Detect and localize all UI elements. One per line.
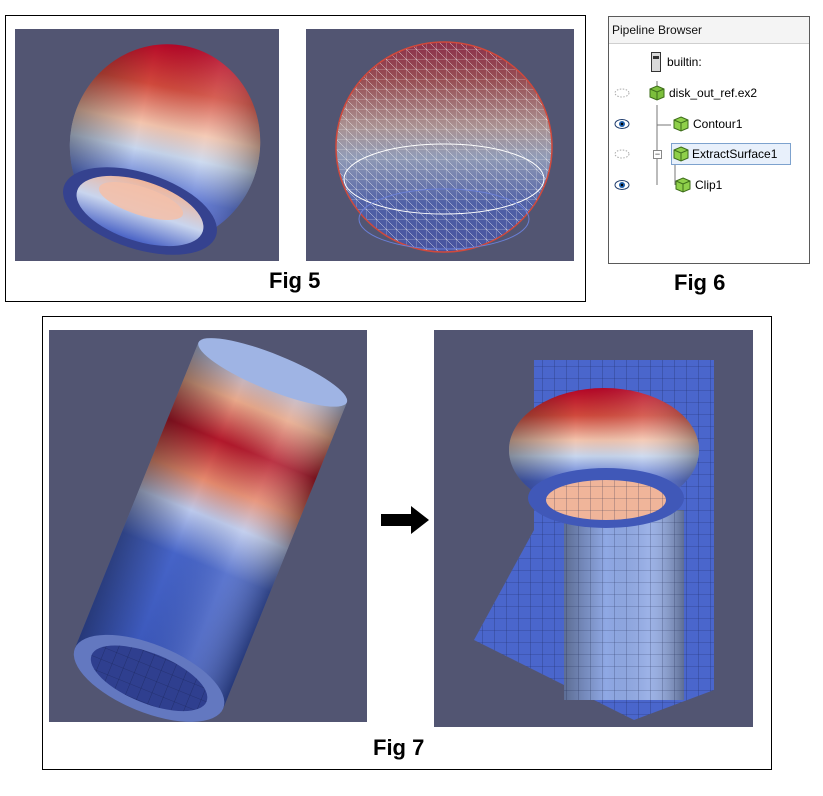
pipeline-item-disk-out-ref[interactable]: disk_out_ref.ex2 [609, 82, 809, 104]
fig5-caption: Fig 5 [269, 268, 321, 293]
filter-cube-icon [675, 177, 691, 193]
pipeline-item-label: disk_out_ref.ex2 [669, 86, 758, 100]
collapse-toggle-icon[interactable]: − [653, 149, 662, 159]
source-cube-icon [649, 85, 665, 101]
filter-cube-icon [673, 146, 689, 162]
pipeline-item-clip1[interactable]: Clip1 [609, 174, 809, 196]
pipeline-item-extractsurface1[interactable]: − ExtractSurface1 [609, 143, 809, 165]
filter-cube-icon [673, 116, 689, 132]
pipeline-item-label: Clip1 [695, 178, 723, 192]
selection-highlight [671, 143, 791, 165]
pipeline-item-builtin[interactable]: builtin: [609, 51, 809, 73]
fig5-solid-dome-view [15, 29, 279, 261]
right-arrow-icon [381, 506, 429, 534]
eye-visible-icon[interactable] [613, 174, 631, 196]
fig5-frame: Fig 5 [5, 15, 586, 302]
server-icon [651, 52, 661, 72]
fig7-cylinder-view [49, 330, 367, 722]
eye-hidden-icon[interactable] [613, 143, 631, 165]
pipeline-item-label: builtin: [667, 55, 702, 69]
pipeline-item-label: Contour1 [693, 117, 743, 131]
pipeline-item-label: ExtractSurface1 [692, 147, 778, 161]
fig7-frame: Fig 7 [42, 316, 772, 770]
fig7-caption: Fig 7 [373, 735, 425, 760]
pipeline-browser-panel: Pipeline Browser builtin: disk_out_ref.e… [608, 16, 810, 264]
fig6-caption: Fig 6 [674, 270, 726, 295]
fig5-wireframe-dome-view [306, 29, 574, 261]
eye-hidden-icon[interactable] [613, 82, 631, 104]
pipeline-browser-title: Pipeline Browser [609, 17, 809, 44]
fig7-clipped-view [434, 330, 753, 727]
eye-visible-icon[interactable] [613, 113, 631, 135]
pipeline-item-contour1[interactable]: Contour1 [609, 113, 809, 135]
